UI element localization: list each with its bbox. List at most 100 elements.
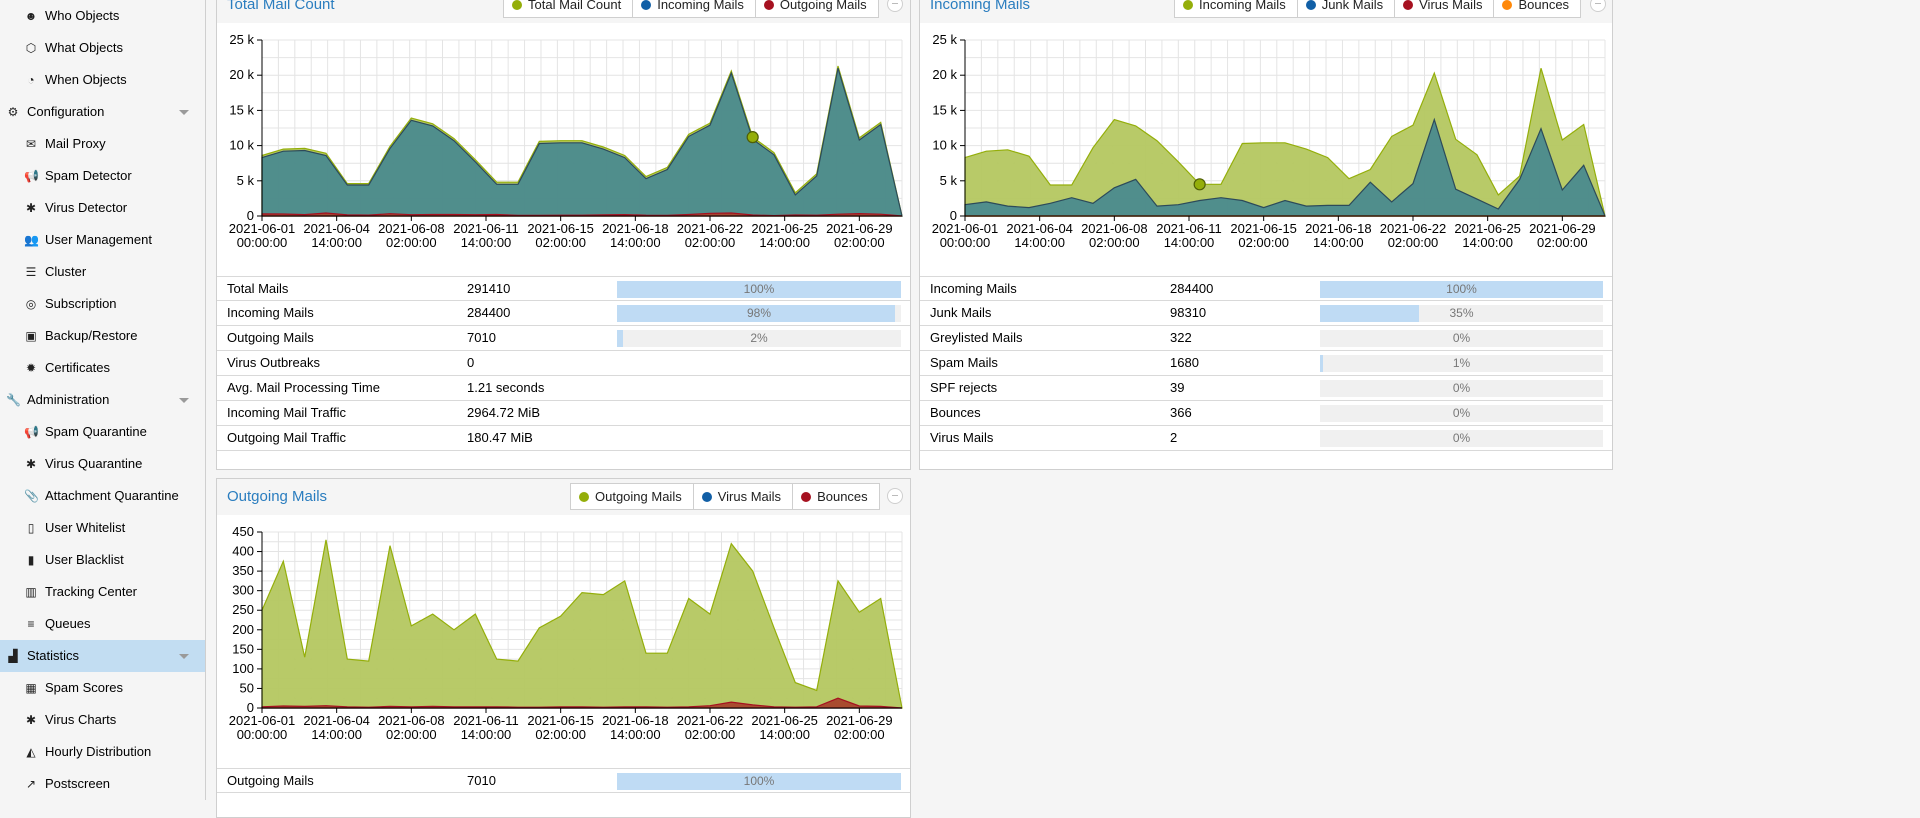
stat-label: Outgoing Mail Traffic <box>227 430 346 445</box>
panel-title: Total Mail Count <box>227 0 335 13</box>
sidebar-item-label: Hourly Distribution <box>45 744 152 759</box>
sidebar-item-configuration[interactable]: ⚙ Configuration <box>0 96 205 128</box>
panel-header: Outgoing Mails Outgoing Mails Virus Mails… <box>217 479 910 515</box>
x-tick-label-date: 2021-06-18 <box>1305 221 1372 236</box>
sidebar-item-user-whitelist[interactable]: ▯ User Whitelist <box>0 512 205 544</box>
series-area-incoming-mails <box>261 68 903 217</box>
sidebar-item-virus-quarantine[interactable]: ✱ Virus Quarantine <box>0 448 205 480</box>
sidebar-item-queues[interactable]: ≡ Queues <box>0 608 205 640</box>
sidebar-item-mail-proxy[interactable]: ✉ Mail Proxy <box>0 128 205 160</box>
legend-item[interactable]: Junk Mails <box>1296 0 1396 18</box>
sidebar-item-backup-restore[interactable]: ▣ Backup/Restore <box>0 320 205 352</box>
sidebar-item-label: Statistics <box>27 648 80 663</box>
stat-value: 2 <box>1170 430 1178 445</box>
legend-marker-icon <box>1305 0 1316 10</box>
progress-text: 98% <box>746 306 772 320</box>
legend-item[interactable]: Outgoing Mails <box>570 483 694 510</box>
legend-item[interactable]: Outgoing Mails <box>754 0 879 18</box>
incoming-mails-panel: Incoming Mails Incoming Mails Junk Mails V… <box>919 0 1613 470</box>
x-tick-label-time: 14:00:00 <box>461 727 512 742</box>
paperclip-icon: 📎 <box>24 489 39 503</box>
sidebar-item-virus-charts[interactable]: ✱ Virus Charts <box>0 704 205 736</box>
x-tick-label-time: 02:00:00 <box>386 727 437 742</box>
sidebar-item-label: Postscreen <box>45 776 111 791</box>
sidebar-item-tracking-center[interactable]: ▥ Tracking Center <box>0 576 205 608</box>
sidebar-item-spam-detector[interactable]: 📢 Spam Detector <box>0 160 205 192</box>
legend-item[interactable]: Bounces <box>1493 0 1582 18</box>
certificate-icon: ✹ <box>25 361 37 375</box>
percent-progress-bar: 0% <box>1320 330 1603 347</box>
server-icon: ☰ <box>25 265 37 279</box>
sidebar-item-label: Virus Charts <box>45 712 117 727</box>
sidebar-item-spam-quarantine[interactable]: 📢 Spam Quarantine <box>0 416 205 448</box>
user-circle-icon: ☻ <box>24 9 38 23</box>
sidebar-item-label: Backup/Restore <box>45 328 138 343</box>
sidebar-item-label: Subscription <box>45 296 117 311</box>
sidebar-item-virus-detector[interactable]: ✱ Virus Detector <box>0 192 205 224</box>
progress-text: 0% <box>1452 331 1471 345</box>
stat-value: 7010 <box>467 330 496 345</box>
series-area-junk-mails <box>964 117 1606 217</box>
x-tick-label-time: 14:00:00 <box>1313 235 1364 250</box>
y-tick-label: 300 <box>232 583 254 598</box>
y-tick-label: 0 <box>247 700 254 715</box>
stat-row: Bounces 366 0% <box>920 401 1612 426</box>
gears-icon: ⚙ <box>7 105 19 119</box>
bullhorn-icon: 📢 <box>24 169 39 183</box>
y-tick-label: 20 k <box>229 67 254 82</box>
legend-item[interactable]: Incoming Mails <box>632 0 756 18</box>
stat-value: 180.47 MiB <box>467 430 533 445</box>
legend-label: Incoming Mails <box>1199 0 1286 12</box>
sidebar-item-hourly-distribution[interactable]: ◭ Hourly Distribution <box>0 736 205 768</box>
progress-fill <box>1320 305 1420 322</box>
sidebar-item-what-objects[interactable]: ⬡ What Objects <box>0 32 205 64</box>
panel-header: Incoming Mails Incoming Mails Junk Mails V… <box>920 0 1612 23</box>
x-tick-label-date: 2021-06-29 <box>826 221 893 236</box>
collapse-button[interactable] <box>1590 0 1606 12</box>
y-tick-label: 25 k <box>932 32 957 47</box>
stat-value: 7010 <box>467 773 496 788</box>
sidebar-item-who-objects[interactable]: ☻ Who Objects <box>0 0 205 32</box>
stat-label: Incoming Mails <box>930 281 1017 296</box>
stat-row: Spam Mails 1680 1% <box>920 351 1612 376</box>
sidebar-item-statistics[interactable]: ▟ Statistics <box>0 640 205 672</box>
legend-item[interactable]: Virus Mails <box>692 483 794 510</box>
legend-item[interactable]: Incoming Mails <box>1174 0 1298 18</box>
collapse-caret-icon[interactable] <box>179 654 189 659</box>
stat-value: 39 <box>1170 380 1185 395</box>
sidebar-item-user-blacklist[interactable]: ▮ User Blacklist <box>0 544 205 576</box>
sidebar-item-user-management[interactable]: 👥 User Management <box>0 224 205 256</box>
x-tick-label-date: 2021-06-15 <box>1230 221 1297 236</box>
line-chart-icon: ↗ <box>25 777 37 791</box>
incoming-mail-stats-table: Incoming Mails 284400 100% Junk Mails 98310 3… <box>920 276 1612 451</box>
stat-label: SPF rejects <box>930 380 998 395</box>
stat-value: 291410 <box>467 281 511 296</box>
stat-value: 284400 <box>1170 281 1214 296</box>
navigation-sidebar: ☻ Who Objects ⬡ What Objects ◔ When Objects ⚙ C… <box>0 0 206 800</box>
sidebar-item-administration[interactable]: 🔧 Administration <box>0 384 205 416</box>
sidebar-item-attachment-quarantine[interactable]: 📎 Attachment Quarantine <box>0 480 205 512</box>
collapse-caret-icon[interactable] <box>179 398 189 403</box>
percent-progress-bar: 35% <box>1320 305 1603 322</box>
x-tick-label-date: 2021-06-08 <box>378 713 445 728</box>
x-tick-label-date: 2021-06-25 <box>751 221 818 236</box>
progress-text: 2% <box>750 331 768 345</box>
collapse-button[interactable] <box>887 488 903 504</box>
legend-item[interactable]: Bounces <box>792 483 880 510</box>
sidebar-item-cluster[interactable]: ☰ Cluster <box>0 256 205 288</box>
collapse-caret-icon[interactable] <box>179 110 189 115</box>
sidebar-item-subscription[interactable]: ◎ Subscription <box>0 288 205 320</box>
legend-item[interactable]: Total Mail Count <box>503 0 634 18</box>
progress-fill <box>617 281 901 298</box>
sidebar-item-certificates[interactable]: ✹ Certificates <box>0 352 205 384</box>
sidebar-item-postscreen[interactable]: ↗ Postscreen <box>0 768 205 800</box>
legend-label: Outgoing Mails <box>595 489 682 504</box>
sidebar-item-spam-scores[interactable]: ▦ Spam Scores <box>0 672 205 704</box>
collapse-button[interactable] <box>887 0 903 12</box>
sidebar-item-when-objects[interactable]: ◔ When Objects <box>0 64 205 96</box>
stat-row: Outgoing Mails 7010 2% <box>217 326 910 351</box>
y-tick-label: 0 <box>950 208 957 223</box>
legend-item[interactable]: Virus Mails <box>1394 0 1495 18</box>
progress-fill <box>617 305 896 322</box>
